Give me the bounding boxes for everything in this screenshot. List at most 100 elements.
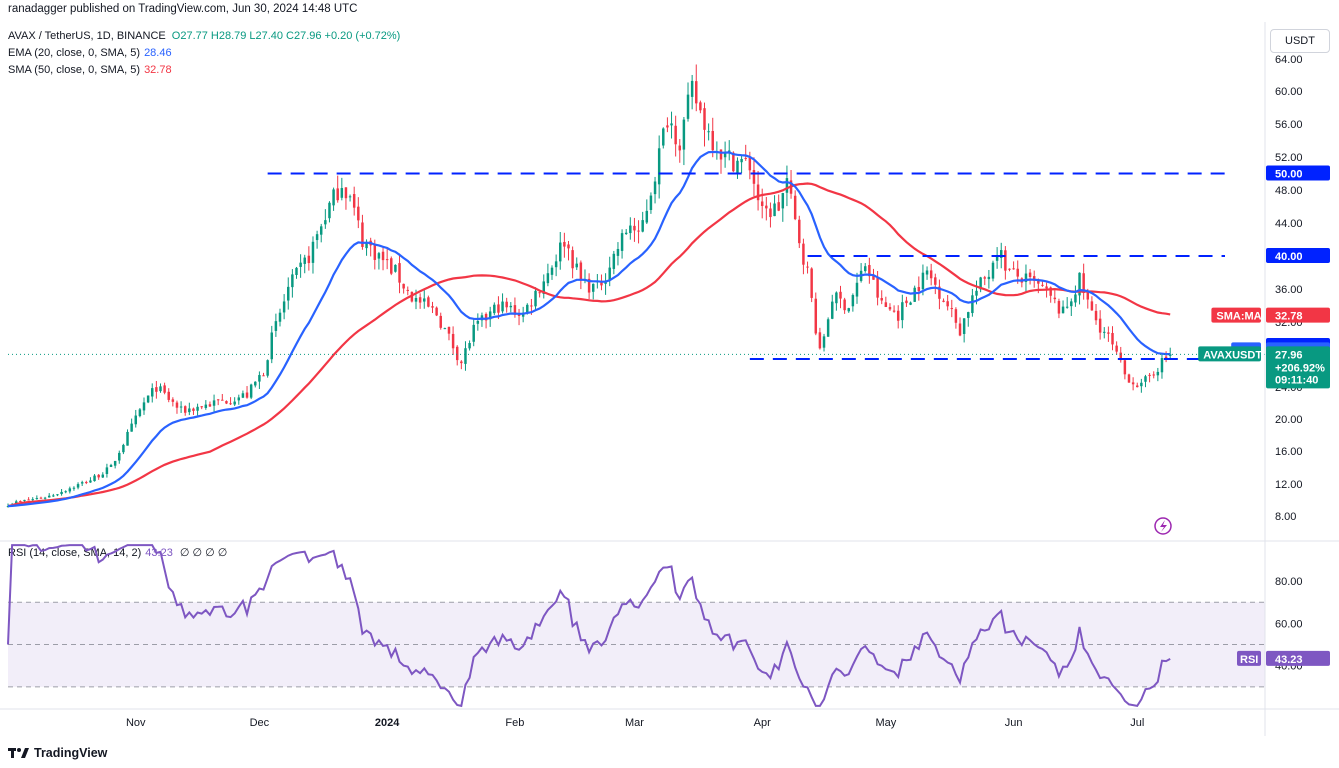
- candle-body: [542, 281, 546, 295]
- price-tick-label: 20.00: [1275, 414, 1303, 426]
- candle-body: [550, 267, 554, 275]
- candle-body: [377, 253, 381, 259]
- ema-legend-label: EMA (20, close, 0, SMA, 5): [8, 47, 141, 59]
- currency-button[interactable]: USDT: [1270, 29, 1330, 53]
- candle-body: [559, 242, 562, 262]
- time-tick-label: Dec: [250, 717, 270, 729]
- candle-body: [151, 388, 154, 397]
- candle-body: [892, 310, 896, 312]
- candle-body: [398, 263, 401, 283]
- candle-body: [538, 292, 541, 294]
- candle-body: [464, 348, 467, 364]
- candle-body: [435, 307, 438, 316]
- candle-body: [348, 196, 352, 198]
- ema-legend-value: 28.46: [144, 47, 172, 59]
- candle-body: [868, 265, 871, 277]
- candle-body: [332, 189, 335, 206]
- tag-sma-ma: SMA:MA: [1211, 307, 1262, 323]
- rsi-pane: [7, 544, 1265, 708]
- candle-body: [439, 315, 442, 328]
- candle-body: [1140, 382, 1143, 387]
- candle-body: [262, 375, 265, 377]
- candle-body: [1123, 360, 1127, 375]
- candle-body: [237, 397, 241, 401]
- candle-body: [674, 125, 677, 145]
- lightning-bolt: [1160, 520, 1167, 532]
- tradingview-logo-text: TradingView: [34, 746, 108, 760]
- candle-body: [987, 276, 991, 280]
- candle-body: [39, 497, 43, 499]
- candle-body: [31, 499, 34, 501]
- sma-legend[interactable]: SMA (50, close, 0, SMA, 5) 32.78: [8, 64, 172, 76]
- candle-body: [105, 467, 109, 474]
- rsi-legend-extra: ∅ ∅ ∅ ∅: [179, 547, 228, 559]
- candle-body: [97, 474, 100, 478]
- price-tag-box: [1266, 248, 1330, 263]
- candle-body: [1094, 310, 1098, 321]
- candle-body: [1053, 297, 1057, 300]
- candle-body: [122, 444, 125, 453]
- candle-body: [1160, 358, 1164, 373]
- price-tick-label: 44.00: [1275, 218, 1303, 230]
- candle-body: [999, 250, 1003, 258]
- candle-body: [732, 152, 735, 172]
- ema-legend[interactable]: EMA (20, close, 0, SMA, 5) 28.46: [8, 47, 172, 59]
- candle-body: [1024, 273, 1028, 282]
- candle-body: [1004, 250, 1007, 271]
- candle-body: [736, 160, 739, 174]
- time-tick-label: Feb: [505, 717, 524, 729]
- candle-body: [340, 188, 344, 198]
- candle-body: [579, 262, 583, 281]
- tag-avaxusdt: AVAXUSDT: [1198, 346, 1262, 362]
- candle-body: [690, 80, 694, 97]
- candle-body: [744, 157, 747, 159]
- candle-body: [505, 301, 508, 308]
- candle-body: [484, 313, 488, 321]
- candle-body: [258, 375, 261, 382]
- candle-body: [781, 193, 785, 209]
- candle-body: [23, 499, 26, 501]
- candle-body: [872, 274, 875, 280]
- candle-body: [909, 302, 912, 305]
- candle-body: [270, 332, 274, 360]
- candle-body: [967, 312, 970, 318]
- ohlc-change: +0.20 (+0.72%): [324, 30, 401, 42]
- candle-body: [958, 323, 962, 336]
- candle-body: [880, 298, 883, 301]
- candle-body: [748, 157, 752, 171]
- ema-line: [7, 150, 1171, 508]
- candle-body: [707, 131, 710, 133]
- candle-body: [695, 81, 698, 104]
- candle-body: [1136, 385, 1139, 388]
- tradingview-logo[interactable]: TradingView: [8, 746, 107, 760]
- candle-body: [587, 278, 591, 293]
- time-tick-label: Jun: [1005, 717, 1023, 729]
- candle-body: [1061, 306, 1065, 314]
- candle-body: [80, 482, 84, 484]
- price-tick-label: 36.00: [1275, 284, 1303, 296]
- candle-body: [295, 267, 298, 275]
- candle-body: [249, 384, 253, 398]
- candle-body: [723, 151, 727, 158]
- lightning-circle: [1154, 517, 1172, 535]
- candle-body: [1065, 306, 1069, 308]
- candle-body: [274, 321, 278, 331]
- rsi-name-box: [1237, 650, 1261, 666]
- candle-body: [711, 130, 714, 151]
- candle-body: [901, 302, 904, 321]
- candle-body: [266, 360, 269, 376]
- candle-body: [183, 406, 187, 413]
- candle-body: [637, 230, 640, 232]
- time-tick-label: 2024: [375, 717, 400, 729]
- candle-body: [47, 495, 51, 498]
- price-tag-sub: +206.92%: [1275, 362, 1325, 374]
- tag-name-text: SMA:MA: [1216, 311, 1261, 323]
- candle-body: [946, 301, 949, 307]
- price-tick-label: 12.00: [1275, 479, 1303, 491]
- candle-body: [575, 263, 578, 268]
- candle-body: [942, 300, 945, 302]
- candle-body: [1111, 332, 1114, 345]
- candle-body: [1070, 301, 1073, 307]
- candle-body: [929, 270, 933, 279]
